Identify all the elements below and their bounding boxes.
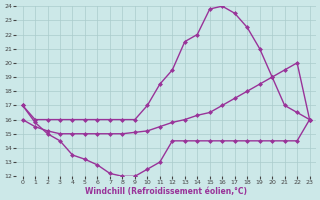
X-axis label: Windchill (Refroidissement éolien,°C): Windchill (Refroidissement éolien,°C) (85, 187, 247, 196)
